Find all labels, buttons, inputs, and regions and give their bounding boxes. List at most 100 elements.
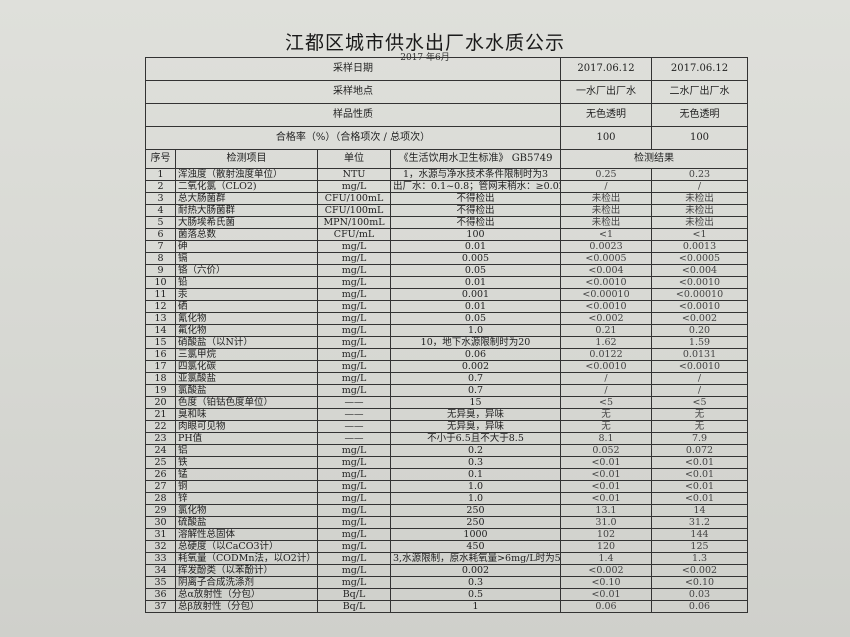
row-no: 34: [145, 564, 176, 577]
row-result-plant1: 无: [560, 420, 652, 433]
row-result-plant2: <1: [651, 228, 748, 241]
row-result-plant2: <0.0010: [651, 360, 748, 373]
row-result-plant1: 0.06: [560, 600, 652, 613]
table-row: 22 肉眼可见物 —— 无异臭，异味 无 无: [145, 420, 748, 433]
row-standard: 450: [390, 540, 561, 553]
table-row: 21 臭和味 —— 无异臭，异味 无 无: [145, 408, 748, 421]
row-no: 12: [145, 300, 176, 313]
row-unit: mg/L: [317, 288, 391, 301]
row-result-plant2: 无: [651, 408, 748, 421]
row-result-plant2: <0.0010: [651, 300, 748, 313]
row-item: 肉眼可见物: [175, 420, 318, 433]
row-no: 30: [145, 516, 176, 529]
row-no: 5: [145, 216, 176, 229]
row-no: 27: [145, 480, 176, 493]
row-unit: mg/L: [317, 240, 391, 253]
row-result-plant2: <0.0005: [651, 252, 748, 265]
row-result-plant1: <0.0005: [560, 252, 652, 265]
row-result-plant1: 0.25: [560, 168, 652, 181]
row-standard: 250: [390, 504, 561, 517]
table-row: 13 氰化物 mg/L 0.05 <0.002 <0.002: [145, 312, 748, 325]
row-result-plant2: <0.004: [651, 264, 748, 277]
row-standard: 1.0: [390, 324, 561, 337]
table-row: 11 汞 mg/L 0.001 <0.00010 <0.00010: [145, 288, 748, 301]
header-value-plant1: 2017.06.12: [560, 57, 652, 81]
row-result-plant2: 未检出: [651, 192, 748, 205]
row-result-plant2: /: [651, 384, 748, 397]
row-result-plant2: 31.2: [651, 516, 748, 529]
row-result-plant2: <0.002: [651, 312, 748, 325]
row-item: 铅: [175, 276, 318, 289]
row-result-plant1: 未检出: [560, 204, 652, 217]
row-item: 锰: [175, 468, 318, 481]
row-unit: mg/L: [317, 492, 391, 505]
row-no: 2: [145, 180, 176, 193]
row-no: 8: [145, 252, 176, 265]
row-item: 臭和味: [175, 408, 318, 421]
row-result-plant1: /: [560, 372, 652, 385]
row-standard: 无异臭，异味: [390, 408, 561, 421]
header-value-plant2: 2017.06.12: [651, 57, 748, 81]
row-unit: mg/L: [317, 324, 391, 337]
row-result-plant1: 13.1: [560, 504, 652, 517]
row-result-plant1: 未检出: [560, 216, 652, 229]
row-standard: 1.0: [390, 480, 561, 493]
row-result-plant1: <0.004: [560, 264, 652, 277]
row-result-plant1: <0.01: [560, 456, 652, 469]
row-standard: 不得检出: [390, 192, 561, 205]
row-no: 9: [145, 264, 176, 277]
row-unit: ——: [317, 396, 391, 409]
table-row: 19 氯酸盐 mg/L 0.7 / /: [145, 384, 748, 397]
table-row: 28 锌 mg/L 1.0 <0.01 <0.01: [145, 492, 748, 505]
header-row: 采样地点 一水厂出厂水 二水厂出厂水: [145, 80, 748, 104]
row-standard: 0.002: [390, 564, 561, 577]
water-quality-table: 采样日期 2017.06.12 2017.06.12 采样地点 一水厂出厂水 二水…: [145, 57, 748, 613]
table-row: 3 总大肠菌群 CFU/100mL 不得检出 未检出 未检出: [145, 192, 748, 205]
row-item: 大肠埃希氏菌: [175, 216, 318, 229]
row-result-plant2: 0.20: [651, 324, 748, 337]
row-unit: mg/L: [317, 540, 391, 553]
table-row: 5 大肠埃希氏菌 MPN/100mL 不得检出 未检出 未检出: [145, 216, 748, 229]
row-result-plant1: 1.62: [560, 336, 652, 349]
row-no: 3: [145, 192, 176, 205]
row-standard: 0.5: [390, 588, 561, 601]
table-row: 18 亚氯酸盐 mg/L 0.7 / /: [145, 372, 748, 385]
row-no: 15: [145, 336, 176, 349]
row-item: 耗氧量（CODMn法，以O2计）: [175, 552, 318, 565]
row-item: 溶解性总固体: [175, 528, 318, 541]
row-result-plant2: 0.06: [651, 600, 748, 613]
row-no: 16: [145, 348, 176, 361]
table-row: 32 总硬度（以CaCO3计） mg/L 450 120 125: [145, 540, 748, 553]
row-result-plant2: <0.01: [651, 456, 748, 469]
table-row: 17 四氯化碳 mg/L 0.002 <0.0010 <0.0010: [145, 360, 748, 373]
row-item: 铜: [175, 480, 318, 493]
row-result-plant1: <1: [560, 228, 652, 241]
row-item: 总β放射性（分包）: [175, 600, 318, 613]
row-result-plant2: 0.03: [651, 588, 748, 601]
row-no: 31: [145, 528, 176, 541]
row-unit: ——: [317, 408, 391, 421]
row-result-plant1: 0.21: [560, 324, 652, 337]
table-row: 15 硝酸盐（以N计） mg/L 10，地下水源限制时为20 1.62 1.59: [145, 336, 748, 349]
table-row: 36 总α放射性（分包） Bq/L 0.5 <0.01 0.03: [145, 588, 748, 601]
row-result-plant1: <0.01: [560, 588, 652, 601]
row-no: 11: [145, 288, 176, 301]
row-unit: mg/L: [317, 336, 391, 349]
row-result-plant2: 0.0131: [651, 348, 748, 361]
row-item: 氯酸盐: [175, 384, 318, 397]
col-item: 检测项目: [175, 149, 318, 169]
row-unit: mg/L: [317, 252, 391, 265]
row-standard: 100: [390, 228, 561, 241]
row-result-plant1: /: [560, 384, 652, 397]
table-row: 2 二氧化氯（CLO2) mg/L 出厂水：0.1~0.8；管网末稍水：≥0.0…: [145, 180, 748, 193]
row-no: 17: [145, 360, 176, 373]
table-row: 37 总β放射性（分包） Bq/L 1 0.06 0.06: [145, 600, 748, 613]
row-unit: Bq/L: [317, 588, 391, 601]
row-item: 硒: [175, 300, 318, 313]
row-no: 24: [145, 444, 176, 457]
row-standard: 不得检出: [390, 216, 561, 229]
table-row: 1 浑浊度（散射浊度单位） NTU 1，水源与净水技术条件限制时为3 0.25 …: [145, 168, 748, 181]
row-unit: MPN/100mL: [317, 216, 391, 229]
row-unit: mg/L: [317, 480, 391, 493]
row-unit: mg/L: [317, 180, 391, 193]
